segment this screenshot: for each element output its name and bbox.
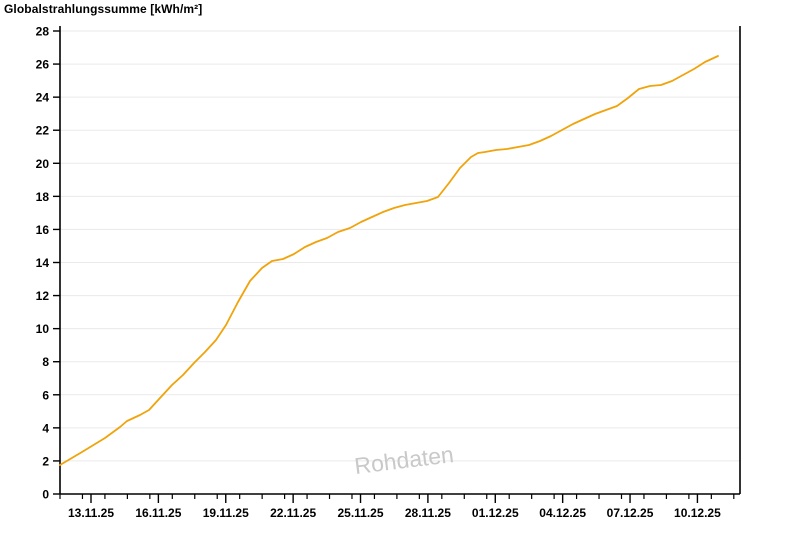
x-tick-label: 01.12.25 — [472, 506, 519, 520]
y-tick-label: 16 — [36, 223, 50, 237]
x-tick-label: 22.11.25 — [270, 506, 316, 520]
x-tick-label: 04.12.25 — [539, 506, 586, 520]
x-tick-label: 25.11.25 — [337, 506, 383, 520]
x-axis-ticks — [59, 494, 735, 503]
y-tick-label: 0 — [42, 488, 49, 502]
y-tick-label: 26 — [36, 58, 50, 72]
x-axis-labels: 13.11.25 16.11.25 19.11.25 22.11.25 25.11.25… — [68, 506, 721, 520]
y-axis-ticks — [53, 30, 60, 495]
x-tick-label: 13.11.25 — [68, 506, 114, 520]
y-tick-label: 22 — [36, 124, 50, 138]
gridlines — [60, 30, 740, 462]
x-tick-label: 28.11.25 — [405, 506, 451, 520]
x-tick-label: 19.11.25 — [203, 506, 249, 520]
chart-title: Globalstrahlungssumme [kWh/m²] — [4, 2, 203, 16]
y-tick-label: 18 — [36, 190, 50, 204]
y-tick-label: 20 — [36, 157, 50, 171]
y-tick-label: 10 — [36, 322, 50, 336]
y-tick-label: 2 — [42, 454, 49, 468]
x-tick-label: 10.12.25 — [674, 506, 721, 520]
x-tick-label: 07.12.25 — [607, 506, 654, 520]
data-series-line — [59, 55, 719, 466]
y-tick-label: 6 — [42, 388, 49, 402]
watermark-label: Rohdaten — [353, 441, 455, 479]
y-tick-label: 28 — [36, 25, 50, 39]
y-tick-label: 8 — [42, 355, 49, 369]
y-tick-label: 12 — [36, 289, 50, 303]
y-tick-label: 24 — [36, 91, 50, 105]
x-tick-label: 16.11.25 — [135, 506, 181, 520]
y-tick-label: 14 — [36, 256, 50, 270]
y-tick-label: 4 — [42, 421, 49, 435]
